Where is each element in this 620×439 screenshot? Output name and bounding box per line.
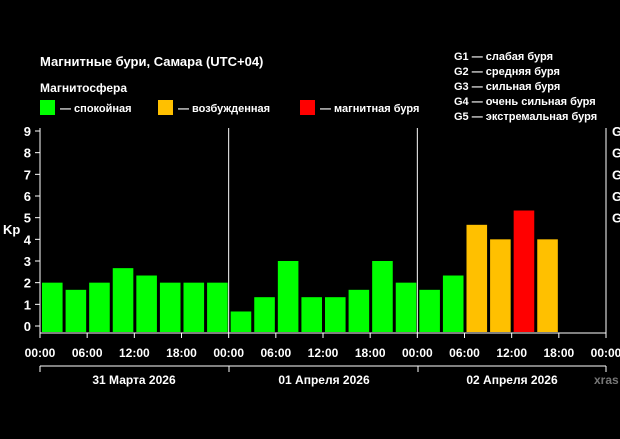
legend-swatch-active [158, 100, 173, 115]
day-label-1: 31 Марта 2026 [92, 373, 176, 387]
x-tick-label: 06:00 [72, 346, 103, 360]
kp-bar [230, 311, 252, 332]
x-tick-label: 18:00 [166, 346, 197, 360]
right-axis-label: G [612, 167, 620, 182]
kp-bar [159, 282, 181, 332]
kp-bar [348, 289, 370, 332]
bars [42, 210, 558, 332]
kp-bar [254, 297, 275, 332]
legend-swatch-calm [40, 100, 55, 115]
x-tick-label: 12:00 [119, 346, 150, 360]
g-scale-g5: G5 — экстремальная буря [454, 111, 597, 123]
kp-bar [136, 275, 157, 332]
g-scale-g1: G1 — слабая буря [454, 51, 553, 63]
y-tick-label: 8 [24, 146, 31, 161]
day-label-3: 02 Апреля 2026 [466, 373, 558, 387]
date-axis: 31 Марта 2026 01 Апреля 2026 02 Апреля 2… [39, 365, 607, 387]
kp-bar [419, 289, 440, 332]
y-tick-label: 6 [24, 189, 31, 204]
legend-swatch-storm [300, 100, 315, 115]
g-scale-g2: G2 — средняя буря [454, 66, 560, 78]
kp-bar [395, 282, 417, 332]
x-tick-label: 00:00 [25, 346, 56, 360]
kp-bar [112, 268, 134, 332]
kp-bar [537, 239, 558, 332]
y-tick-label: 9 [24, 124, 31, 139]
right-axis-label: G [612, 124, 620, 139]
chart-title: Магнитные бури, Самара (UTC+04) [40, 54, 263, 69]
magnetosphere-label: Магнитосфера [40, 81, 127, 95]
kp-bar [65, 289, 87, 332]
kp-bar [301, 297, 322, 332]
legend-label-storm: — магнитная буря [320, 103, 419, 115]
x-tick-label: 06:00 [449, 346, 480, 360]
y-tick-label: 4 [24, 232, 32, 247]
x-tick-label: 18:00 [355, 346, 386, 360]
y-tick-label: 0 [24, 319, 31, 334]
kp-bar [490, 239, 511, 332]
kp-bar [466, 224, 488, 332]
right-axis-label: G [612, 211, 620, 226]
legend: — спокойная — возбужденная — магнитная б… [40, 100, 419, 115]
y-tick-label: 1 [24, 297, 31, 312]
kp-bar [183, 282, 205, 332]
x-tick-label: 06:00 [260, 346, 291, 360]
day-label-2: 01 Апреля 2026 [278, 373, 370, 387]
day-separators [228, 128, 418, 333]
legend-label-active: — возбужденная [178, 103, 270, 115]
kp-bar [372, 261, 393, 332]
kp-bar [442, 275, 464, 332]
g-scale-g3: G3 — сильная буря [454, 81, 560, 93]
x-tick-label: 00:00 [402, 346, 433, 360]
x-tick-label: 00:00 [213, 346, 244, 360]
kp-bar [89, 282, 110, 332]
legend-label-calm: — спокойная [60, 103, 132, 115]
x-tick-label: 00:00 [591, 346, 620, 360]
y-tick-label: 3 [24, 254, 31, 269]
right-axis-label: G [612, 189, 620, 204]
kp-bar [325, 297, 346, 332]
right-axis-label: G [612, 146, 620, 161]
kp-bar [207, 282, 228, 332]
y-tick-label: 5 [24, 211, 31, 226]
kp-bar [277, 261, 299, 332]
x-tick-label: 18:00 [543, 346, 574, 360]
g-scale-legend: G1 — слабая буря G2 — средняя буря G3 — … [454, 51, 597, 123]
kp-bar [513, 210, 535, 332]
y-tick-label: 7 [24, 167, 31, 182]
x-tick-label: 12:00 [308, 346, 339, 360]
x-axis-ticks: 00:00 06:00 12:00 18:00 00:00 06:00 12:00 18:00… [25, 333, 620, 360]
watermark: xras [594, 373, 619, 387]
kp-bar [42, 282, 63, 332]
y-tick-label: 2 [24, 276, 31, 291]
y-axis-label: Kp [3, 222, 20, 237]
y-axis-ticks: 0 1 2 3 4 5 6 7 8 9 [24, 124, 40, 334]
x-tick-label: 12:00 [496, 346, 527, 360]
g-scale-g4: G4 — очень сильная буря [454, 96, 596, 108]
